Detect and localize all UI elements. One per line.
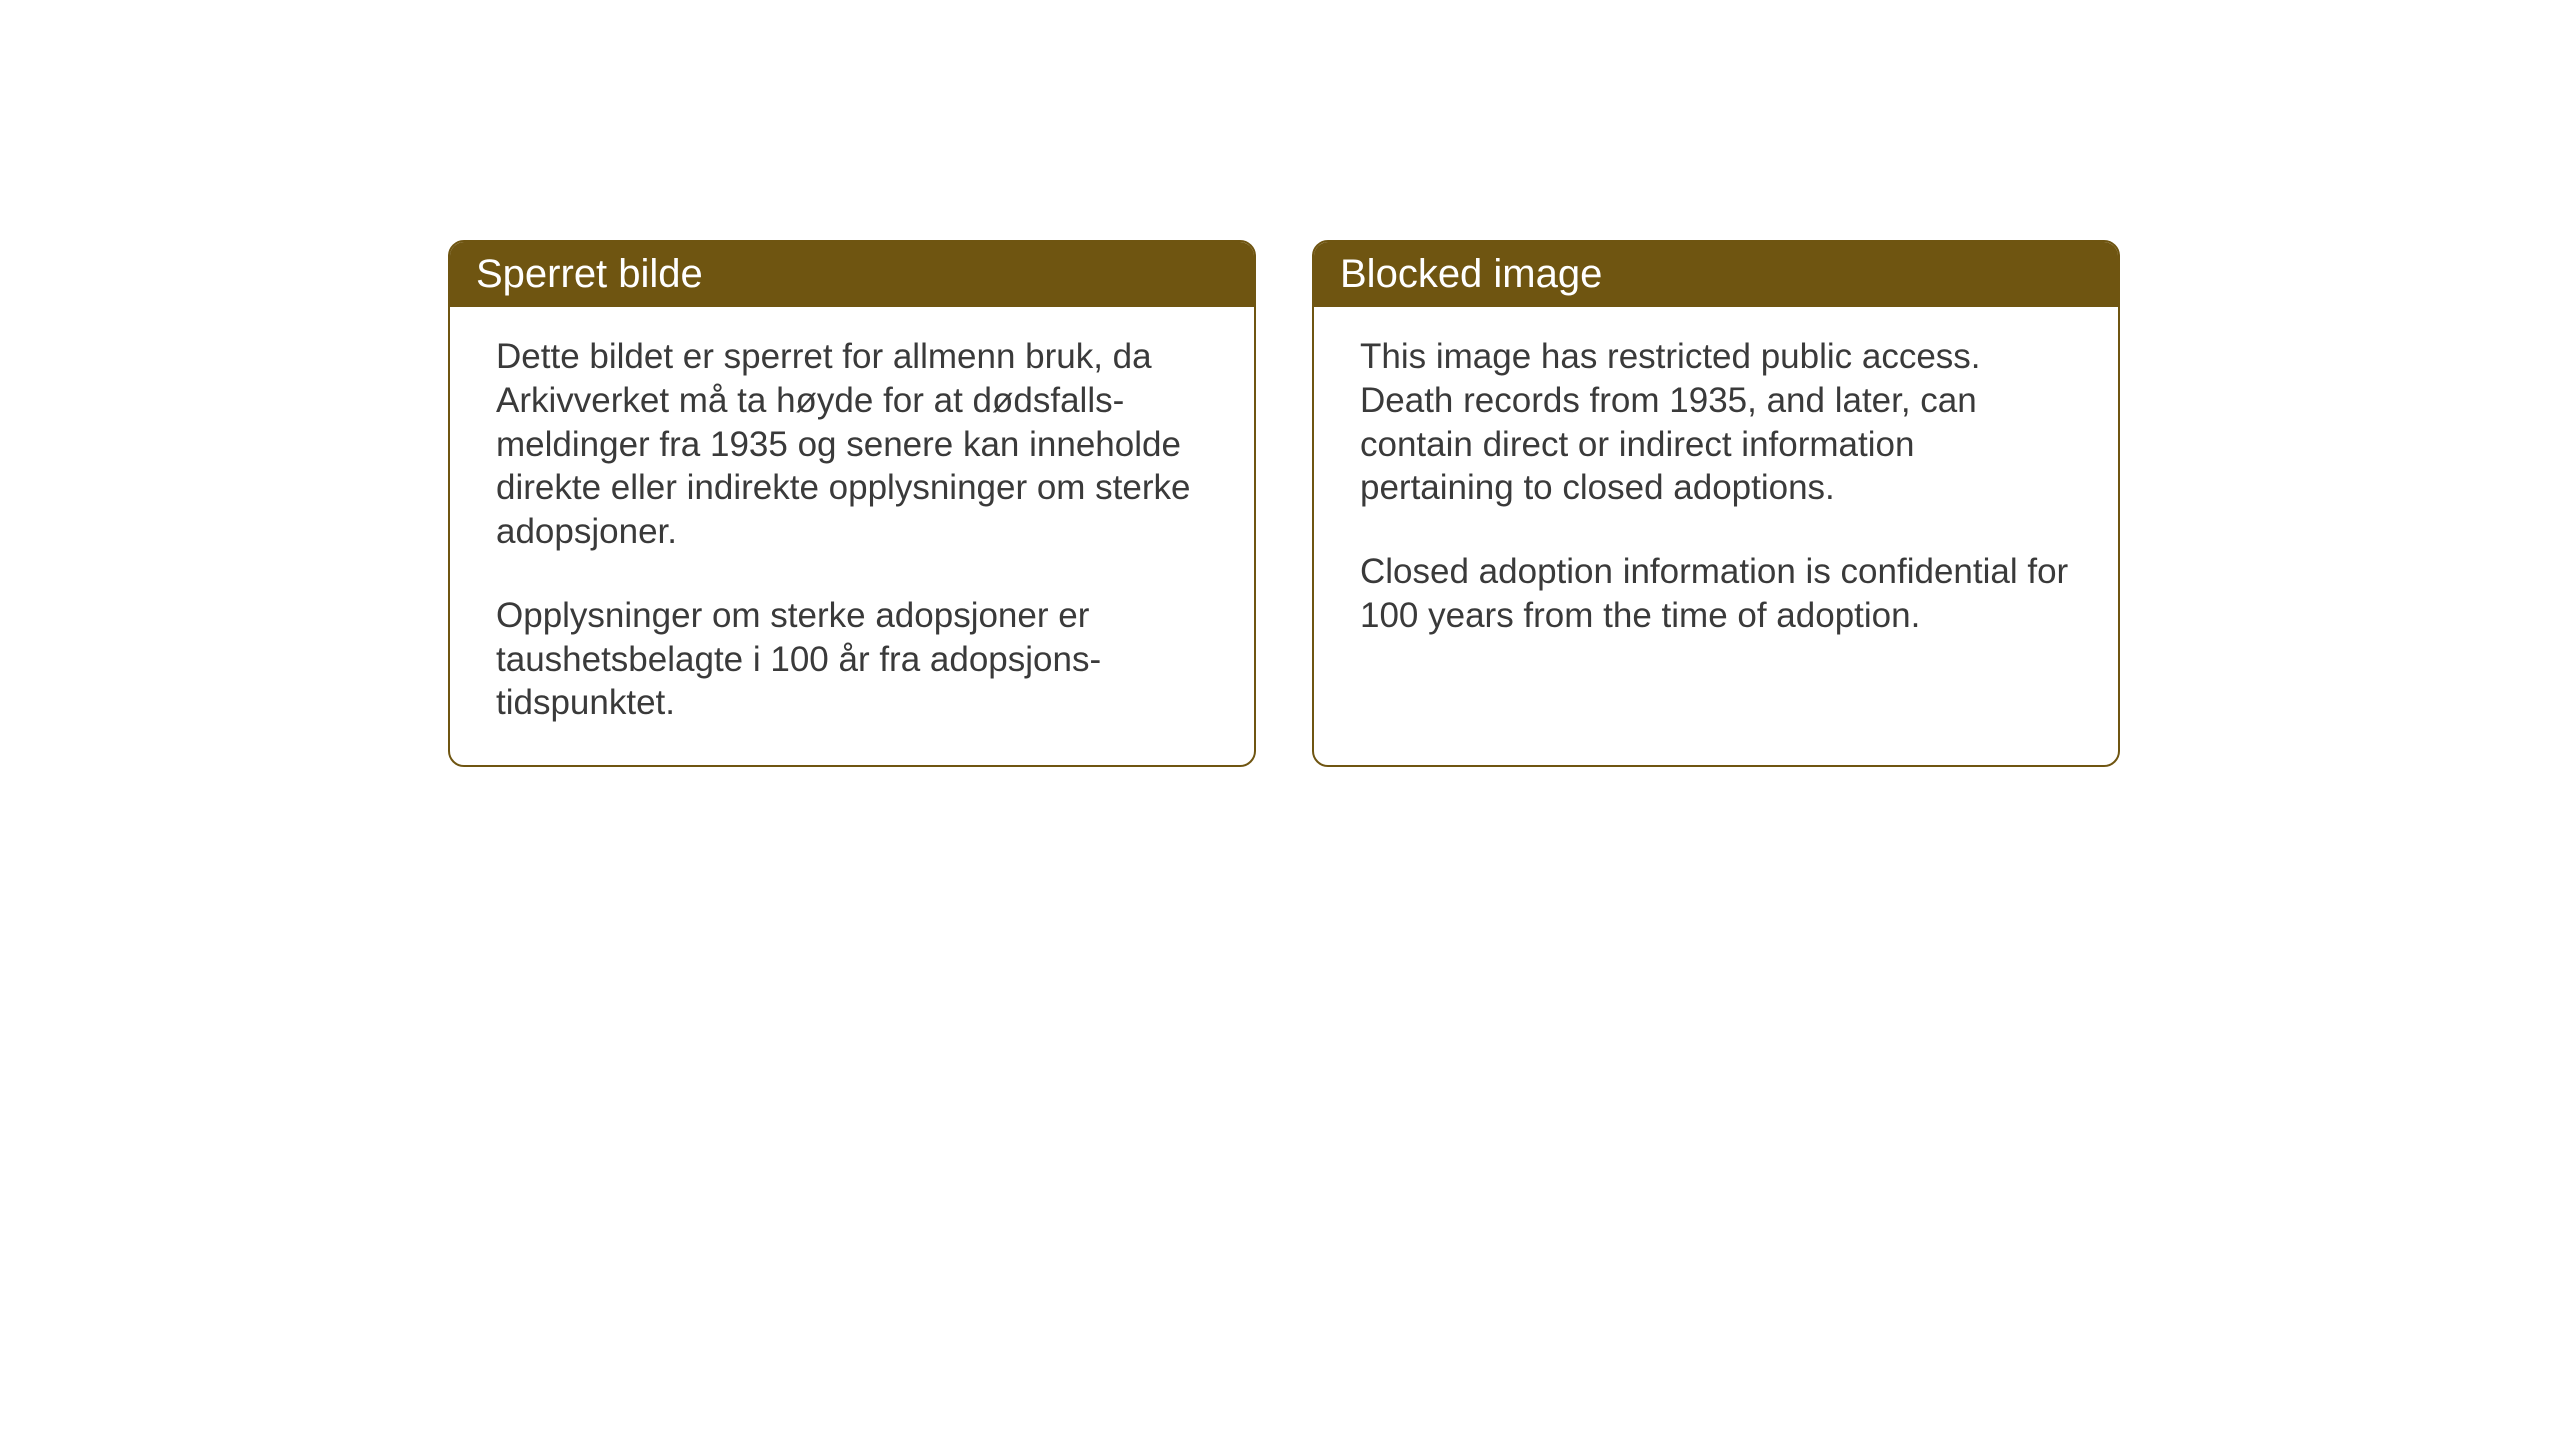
card-header-norwegian: Sperret bilde <box>450 242 1254 307</box>
paragraph-1: This image has restricted public access.… <box>1360 335 2072 510</box>
card-title: Sperret bilde <box>476 252 703 296</box>
card-title: Blocked image <box>1340 252 1602 296</box>
paragraph-1: Dette bildet er sperret for allmenn bruk… <box>496 335 1208 554</box>
card-norwegian: Sperret bilde Dette bildet er sperret fo… <box>448 240 1256 767</box>
paragraph-2: Opplysninger om sterke adopsjoner er tau… <box>496 594 1208 725</box>
card-body-english: This image has restricted public access.… <box>1314 307 2118 747</box>
card-header-english: Blocked image <box>1314 242 2118 307</box>
paragraph-2: Closed adoption information is confident… <box>1360 550 2072 638</box>
card-body-norwegian: Dette bildet er sperret for allmenn bruk… <box>450 307 1254 765</box>
cards-container: Sperret bilde Dette bildet er sperret fo… <box>448 240 2120 767</box>
card-english: Blocked image This image has restricted … <box>1312 240 2120 767</box>
